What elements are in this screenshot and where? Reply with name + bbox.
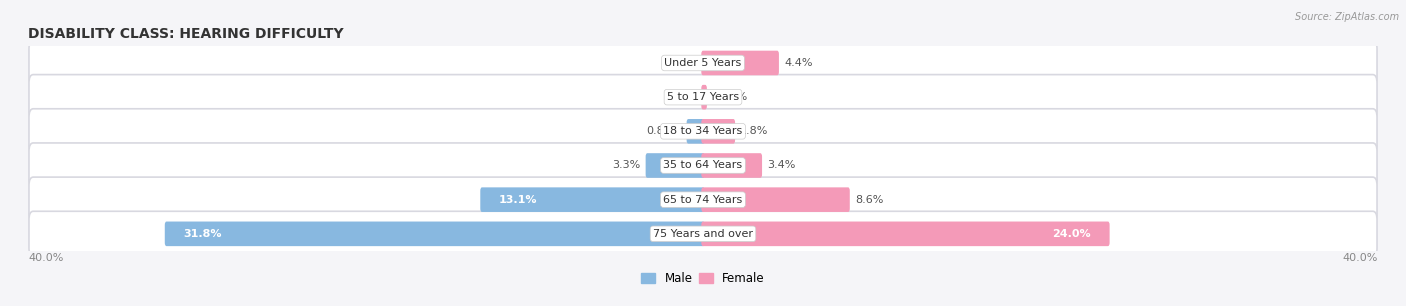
- Text: 35 to 64 Years: 35 to 64 Years: [664, 160, 742, 170]
- Text: DISABILITY CLASS: HEARING DIFFICULTY: DISABILITY CLASS: HEARING DIFFICULTY: [28, 27, 343, 41]
- FancyBboxPatch shape: [30, 143, 1376, 188]
- Text: 18 to 34 Years: 18 to 34 Years: [664, 126, 742, 136]
- Text: 65 to 74 Years: 65 to 74 Years: [664, 195, 742, 205]
- FancyBboxPatch shape: [702, 119, 735, 144]
- Text: 3.3%: 3.3%: [613, 160, 641, 170]
- FancyBboxPatch shape: [686, 119, 704, 144]
- Text: 13.1%: 13.1%: [499, 195, 537, 205]
- FancyBboxPatch shape: [165, 222, 704, 246]
- Text: 1.8%: 1.8%: [740, 126, 769, 136]
- Text: 0.0%: 0.0%: [668, 92, 696, 102]
- Text: 0.0%: 0.0%: [668, 58, 696, 68]
- Text: 5 to 17 Years: 5 to 17 Years: [666, 92, 740, 102]
- FancyBboxPatch shape: [30, 109, 1376, 154]
- FancyBboxPatch shape: [702, 85, 707, 110]
- Text: 75 Years and over: 75 Years and over: [652, 229, 754, 239]
- Text: 24.0%: 24.0%: [1053, 229, 1091, 239]
- FancyBboxPatch shape: [30, 40, 1376, 86]
- FancyBboxPatch shape: [30, 177, 1376, 222]
- FancyBboxPatch shape: [702, 153, 762, 178]
- Text: Under 5 Years: Under 5 Years: [665, 58, 741, 68]
- Legend: Male, Female: Male, Female: [637, 268, 769, 290]
- Text: 0.87%: 0.87%: [647, 126, 682, 136]
- Text: 0.13%: 0.13%: [711, 92, 747, 102]
- Text: 31.8%: 31.8%: [183, 229, 222, 239]
- FancyBboxPatch shape: [702, 51, 779, 75]
- Text: 4.4%: 4.4%: [785, 58, 813, 68]
- FancyBboxPatch shape: [702, 222, 1109, 246]
- Text: 3.4%: 3.4%: [768, 160, 796, 170]
- Text: 40.0%: 40.0%: [28, 253, 63, 263]
- FancyBboxPatch shape: [645, 153, 704, 178]
- Text: 40.0%: 40.0%: [1343, 253, 1378, 263]
- FancyBboxPatch shape: [30, 75, 1376, 120]
- Text: Source: ZipAtlas.com: Source: ZipAtlas.com: [1295, 12, 1399, 22]
- FancyBboxPatch shape: [481, 187, 704, 212]
- FancyBboxPatch shape: [30, 211, 1376, 256]
- FancyBboxPatch shape: [702, 187, 849, 212]
- Text: 8.6%: 8.6%: [855, 195, 883, 205]
